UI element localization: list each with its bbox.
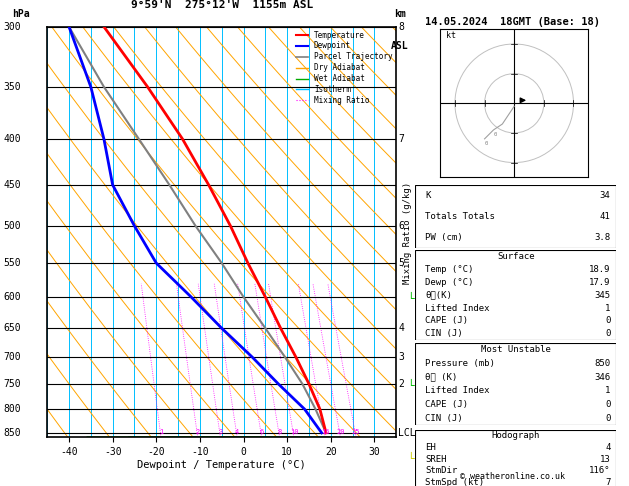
Text: θᴇ (K): θᴇ (K) bbox=[425, 373, 457, 382]
Text: 4: 4 bbox=[605, 443, 610, 452]
Text: 18.9: 18.9 bbox=[589, 265, 610, 274]
Text: 3: 3 bbox=[398, 352, 404, 362]
Text: Temp (°C): Temp (°C) bbox=[425, 265, 474, 274]
Text: km: km bbox=[394, 9, 406, 18]
Text: 4: 4 bbox=[235, 429, 239, 435]
Text: 345: 345 bbox=[594, 291, 610, 300]
Text: 116°: 116° bbox=[589, 467, 610, 475]
Text: 7: 7 bbox=[605, 478, 610, 486]
Text: └: └ bbox=[407, 294, 413, 304]
Text: Lifted Index: Lifted Index bbox=[425, 386, 490, 395]
Text: 550: 550 bbox=[3, 258, 21, 268]
Text: 850: 850 bbox=[594, 359, 610, 368]
Text: StmDir: StmDir bbox=[425, 467, 457, 475]
Text: ASL: ASL bbox=[391, 41, 409, 51]
Text: 600: 600 bbox=[3, 292, 21, 302]
Text: CIN (J): CIN (J) bbox=[425, 414, 463, 423]
Text: 2: 2 bbox=[196, 429, 200, 435]
Text: 346: 346 bbox=[594, 373, 610, 382]
Text: 10: 10 bbox=[290, 429, 298, 435]
Text: 20: 20 bbox=[337, 429, 345, 435]
Text: kt: kt bbox=[446, 31, 456, 40]
Text: CIN (J): CIN (J) bbox=[425, 330, 463, 338]
Text: 3.8: 3.8 bbox=[594, 233, 610, 242]
Text: 0: 0 bbox=[484, 141, 488, 146]
Text: 0: 0 bbox=[605, 330, 610, 338]
Text: Pressure (mb): Pressure (mb) bbox=[425, 359, 495, 368]
Text: 7: 7 bbox=[398, 134, 404, 144]
Text: └: └ bbox=[407, 382, 413, 391]
Text: 800: 800 bbox=[3, 404, 21, 414]
Text: Hodograph: Hodograph bbox=[492, 432, 540, 440]
Text: 17.9: 17.9 bbox=[589, 278, 610, 287]
Text: └: └ bbox=[407, 454, 413, 464]
Text: EH: EH bbox=[425, 443, 436, 452]
Text: 850: 850 bbox=[3, 428, 21, 438]
Text: 6: 6 bbox=[260, 429, 264, 435]
Text: 8: 8 bbox=[277, 429, 282, 435]
Text: StmSpd (kt): StmSpd (kt) bbox=[425, 478, 484, 486]
Text: 1: 1 bbox=[605, 304, 610, 312]
Text: Surface: Surface bbox=[497, 252, 535, 261]
Text: 2: 2 bbox=[398, 379, 404, 389]
Text: 9°59'N  275°12'W  1155m ASL: 9°59'N 275°12'W 1155m ASL bbox=[131, 0, 313, 10]
Text: 450: 450 bbox=[3, 180, 21, 190]
Text: 16: 16 bbox=[321, 429, 330, 435]
Text: 0: 0 bbox=[605, 414, 610, 423]
Text: 0: 0 bbox=[605, 316, 610, 326]
Text: 1: 1 bbox=[159, 429, 163, 435]
Text: 25: 25 bbox=[352, 429, 360, 435]
Text: 14.05.2024  18GMT (Base: 18): 14.05.2024 18GMT (Base: 18) bbox=[425, 17, 600, 27]
Text: Totals Totals: Totals Totals bbox=[425, 212, 495, 221]
X-axis label: Dewpoint / Temperature (°C): Dewpoint / Temperature (°C) bbox=[137, 460, 306, 470]
Text: θᴇ(K): θᴇ(K) bbox=[425, 291, 452, 300]
Text: Dewp (°C): Dewp (°C) bbox=[425, 278, 474, 287]
Text: 0: 0 bbox=[605, 400, 610, 409]
Text: hPa: hPa bbox=[12, 9, 30, 18]
Text: SREH: SREH bbox=[425, 455, 447, 464]
Text: LCL: LCL bbox=[398, 428, 416, 438]
Text: 6: 6 bbox=[398, 221, 404, 231]
Text: 650: 650 bbox=[3, 323, 21, 333]
Text: 13: 13 bbox=[599, 455, 610, 464]
Text: © weatheronline.co.uk: © weatheronline.co.uk bbox=[460, 472, 565, 481]
Text: 350: 350 bbox=[3, 82, 21, 92]
Text: Mixing Ratio (g/kg): Mixing Ratio (g/kg) bbox=[403, 182, 412, 284]
Text: K: K bbox=[425, 191, 431, 200]
Text: CAPE (J): CAPE (J) bbox=[425, 400, 468, 409]
Text: Most Unstable: Most Unstable bbox=[481, 345, 551, 354]
Text: 500: 500 bbox=[3, 221, 21, 231]
Text: 3: 3 bbox=[218, 429, 223, 435]
Text: 400: 400 bbox=[3, 134, 21, 144]
Text: 41: 41 bbox=[599, 212, 610, 221]
Legend: Temperature, Dewpoint, Parcel Trajectory, Dry Adiabat, Wet Adiabat, Isotherm, Mi: Temperature, Dewpoint, Parcel Trajectory… bbox=[293, 28, 396, 108]
Text: CAPE (J): CAPE (J) bbox=[425, 316, 468, 326]
Text: 0: 0 bbox=[494, 132, 497, 137]
Text: 300: 300 bbox=[3, 22, 21, 32]
Text: 1: 1 bbox=[605, 386, 610, 395]
Text: 4: 4 bbox=[398, 323, 404, 333]
Text: 750: 750 bbox=[3, 379, 21, 389]
Text: 700: 700 bbox=[3, 352, 21, 362]
Text: 5: 5 bbox=[398, 258, 404, 268]
Text: PW (cm): PW (cm) bbox=[425, 233, 463, 242]
Text: 8: 8 bbox=[398, 22, 404, 32]
Text: 34: 34 bbox=[599, 191, 610, 200]
Text: Lifted Index: Lifted Index bbox=[425, 304, 490, 312]
